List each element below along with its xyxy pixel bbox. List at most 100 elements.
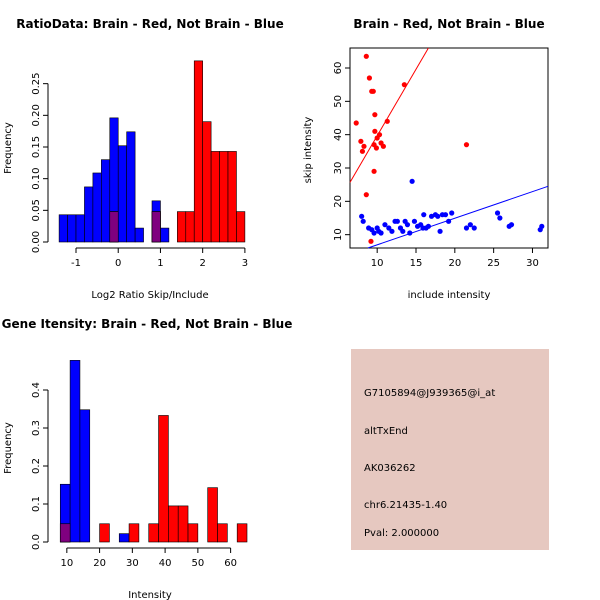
ratio-y-tick-label-2: 0.10 [31,168,42,190]
scatter-point-not-brain-38 [497,215,503,221]
ratio-y-tick-label-1: 0.05 [31,199,42,221]
scatter-point-not-brain-26 [428,213,435,219]
intensity-bar-brain-6 [177,505,189,543]
ratio-bar-not-brain-7 [117,145,127,243]
intensity-histogram-panel: Gene Itensity: Brain - Red, Not Brain - … [2,317,293,600]
ratio-bar-brain-2 [177,211,187,243]
scatter-point-not-brain-16 [404,222,411,228]
intensity-histogram-xlabel: Intensity [128,590,172,600]
intensity-bar-brain-7 [187,523,199,543]
scatter-point-brain-18 [380,143,386,149]
info-probe-id: G7105894@J939365@i_at [364,388,495,399]
ratio-bar-overlap-0 [109,211,119,243]
scatter-y-tick-label-3: 40 [333,128,344,141]
ratio-y-tick-label-3: 0.15 [31,136,42,158]
scatter-point-not-brain-0 [359,213,365,219]
scatter-y-tick-label-5: 60 [333,62,344,75]
intensity-bar-not-brain-2 [79,409,91,543]
scatter-point-brain-20 [401,82,407,88]
scatter-xlabel: include intensity [408,290,491,301]
scatter-point-brain-3 [361,143,367,149]
intensity-bar-not-brain-1 [69,360,81,543]
scatter-point-not-brain-8 [382,222,388,228]
scatter-point-not-brain-35 [467,222,473,228]
scatter-title: Brain - Red, Not Brain - Blue [353,17,544,31]
scatter-point-brain-2 [359,148,366,154]
scatter-point-not-brain-33 [449,210,455,216]
info-pval: Pval: 2.000000 [364,528,439,539]
scatter-point-brain-7 [368,238,374,244]
intensity-histogram-title: Gene Itensity: Brain - Red, Not Brain - … [2,317,293,331]
ratio-bar-not-brain-4 [92,172,102,243]
intensity-y-tick-label-2: 0.2 [31,458,42,474]
scatter-point-not-brain-25 [425,223,432,229]
info-location: chr6.21435-1.40 [364,500,447,511]
scatter-point-not-brain-23 [421,212,427,218]
intensity-bar-brain-1 [99,523,110,543]
ratio-y-tick-label-4: 0.20 [31,104,42,126]
scatter-point-not-brain-4 [371,230,377,236]
scatter-point-not-brain-17 [407,230,413,236]
scatter-point-not-brain-40 [508,222,515,228]
ratio-x-tick-label-2: 1 [157,258,163,269]
intensity-bar-not-brain-3 [118,533,130,543]
intensity-histogram-ylabel: Frequency [3,422,14,474]
scatter-point-not-brain-18 [409,178,415,184]
scatter-point-brain-11 [371,168,377,174]
intensity-bar-brain-10 [236,523,248,543]
intensity-bar-overlap-0 [59,523,71,543]
scatter-y-tick-label-0: 10 [333,228,344,241]
scatter-point-not-brain-19 [411,218,418,224]
scatter-point-not-brain-29 [437,228,443,234]
info-event-type: altTxEnd [364,426,408,437]
scatter-point-not-brain-34 [463,225,470,231]
ratio-bar-brain-8 [227,151,237,243]
ratio-bar-overlap-1 [151,211,161,243]
scatter-point-not-brain-10 [389,228,395,234]
scatter-point-brain-1 [358,138,364,144]
scatter-point-brain-6 [366,75,373,81]
ratio-bar-not-brain-11 [160,227,170,243]
scatter-plot-box [349,47,549,249]
ratio-bar-not-brain-1 [67,214,77,243]
ratio-x-tick-label-0: -1 [71,258,81,269]
scatter-point-not-brain-1 [360,218,366,224]
scatter-x-tick-label-3: 25 [487,258,500,269]
intensity-y-tick-label-1: 0.1 [31,496,42,512]
scatter-point-brain-0 [353,120,359,126]
ratio-bar-not-brain-9 [134,227,144,243]
ratio-histogram-panel: RatioData: Brain - Red, Not Brain - Blue… [3,17,284,301]
scatter-y-tick-label-1: 20 [333,195,344,208]
scatter-point-not-brain-7 [378,230,384,236]
scatter-x-tick-label-1: 15 [410,258,423,269]
ratio-y-tick-label-0: 0.00 [31,231,42,253]
intensity-bar-brain-5 [168,505,179,543]
scatter-point-not-brain-12 [394,218,400,224]
scatter-point-brain-9 [370,88,376,94]
ratio-bar-brain-5 [202,121,212,243]
intensity-x-tick-label-4: 50 [191,558,204,569]
ratio-bar-brain-9 [236,211,246,243]
scatter-point-brain-21 [463,142,470,148]
scatter-point-not-brain-31 [442,212,449,218]
scatter-point-not-brain-32 [446,218,452,224]
ratio-bar-brain-4 [193,60,203,243]
intensity-x-tick-label-3: 40 [159,558,172,569]
intensity-x-tick-label-2: 30 [126,558,139,569]
intensity-x-tick-label-5: 60 [224,558,237,569]
scatter-point-brain-13 [372,128,378,134]
info-panel-background [351,349,549,550]
ratio-bar-brain-7 [219,151,229,243]
ratio-bar-not-brain-8 [126,131,136,243]
scatter-point-not-brain-36 [471,225,477,231]
intensity-x-tick-label-0: 10 [60,558,73,569]
scatter-point-brain-12 [372,112,378,118]
intensity-y-tick-label-0: 0.0 [31,534,42,550]
scatter-x-tick-label-0: 10 [371,258,384,269]
ratio-bar-brain-6 [210,151,220,243]
ratio-bar-not-brain-3 [84,186,94,243]
ratio-histogram-ylabel: Frequency [3,122,14,174]
ratio-bar-not-brain-0 [58,214,68,243]
scatter-y-tick-label-4: 50 [333,95,344,108]
